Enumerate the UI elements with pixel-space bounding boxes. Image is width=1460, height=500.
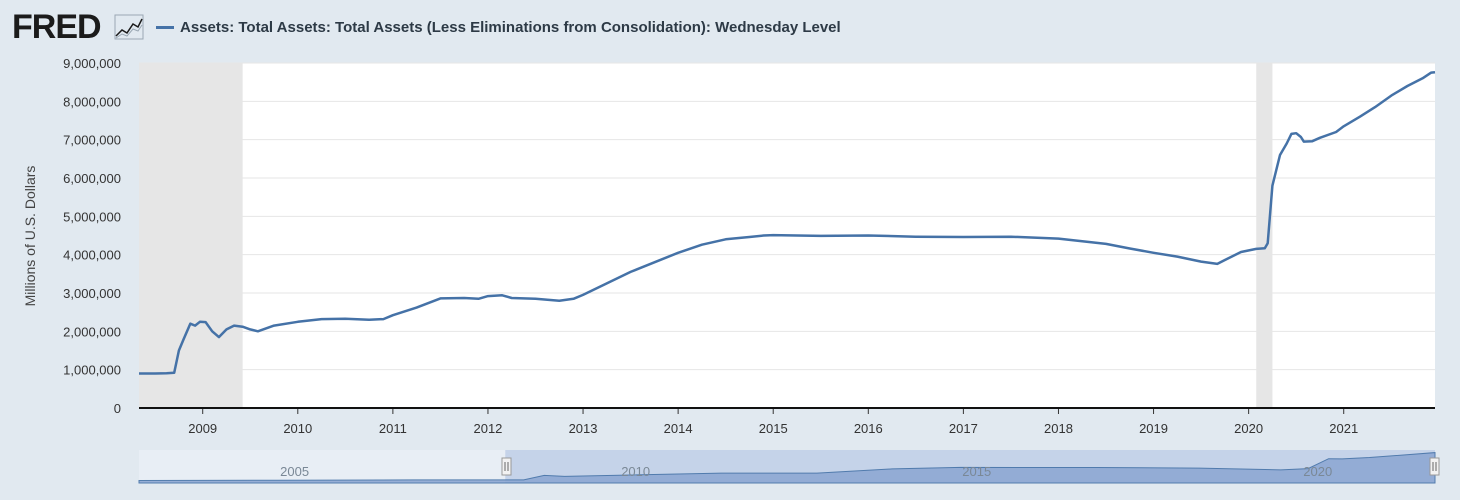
fred-logo[interactable]: FRED	[12, 8, 102, 46]
x-tick-label: 2018	[1044, 421, 1073, 436]
x-tick-label: 2017	[949, 421, 978, 436]
chart-header: FRED Assets: Total Assets: Total Assets …	[0, 0, 1460, 52]
navigator-area	[138, 452, 1436, 484]
y-tick-label: 5,000,000	[63, 209, 121, 224]
recession-bands	[139, 63, 1273, 408]
y-tick-label: 2,000,000	[63, 324, 121, 339]
navigator-year-label: 2015	[962, 464, 991, 479]
chart-legend[interactable]: Assets: Total Assets: Total Assets (Less…	[156, 16, 841, 38]
navigator-year-label: 2010	[621, 464, 650, 479]
navigator-year-label: 2005	[280, 464, 309, 479]
legend-label: Assets: Total Assets: Total Assets (Less…	[180, 18, 841, 36]
gridlines	[139, 62, 1435, 371]
navigator-background	[139, 450, 1435, 483]
line-chart-icon	[114, 14, 144, 40]
y-tick-label: 3,000,000	[63, 286, 121, 301]
x-tick-label: 2011	[379, 421, 407, 436]
x-tick-label: 2010	[283, 421, 312, 436]
main-chart: 0 1,000,000 2,000,000 3,000,000 4,000,000 5,0…	[22, 56, 1436, 436]
x-tick-label: 2009	[188, 421, 217, 436]
y-tick-label: 7,000,000	[63, 133, 121, 148]
recession-band	[139, 63, 243, 408]
navigator-right-handle[interactable]	[1429, 457, 1440, 476]
x-tick-label: 2019	[1139, 421, 1168, 436]
x-tick-label: 2012	[473, 421, 502, 436]
x-axis-ticks: 2009 2010 2011 2012 2013 2014 2015 2016 2017 2018…	[188, 408, 1358, 436]
x-tick-label: 2020	[1234, 421, 1263, 436]
navigator-left-handle[interactable]	[501, 457, 512, 476]
y-tick-label: 8,000,000	[63, 94, 121, 109]
y-tick-label: 6,000,000	[63, 171, 121, 186]
x-tick-label: 2015	[759, 421, 788, 436]
y-tick-label: 0	[114, 401, 121, 416]
y-tick-label: 4,000,000	[63, 248, 121, 263]
series-line[interactable]	[139, 70, 1436, 375]
y-axis-ticks: 0 1,000,000 2,000,000 3,000,000 4,000,000 5,0…	[63, 56, 121, 416]
legend-swatch	[156, 25, 174, 29]
recession-band	[1256, 63, 1273, 408]
x-tick-label: 2014	[664, 421, 693, 436]
navigator-labels: 2005 2010 2015 2020	[280, 464, 1332, 479]
y-tick-label: 9,000,000	[63, 56, 121, 71]
x-tick-label: 2021	[1329, 421, 1358, 436]
y-axis-title: Millions of U.S. Dollars	[22, 166, 38, 307]
x-tick-label: 2016	[854, 421, 883, 436]
y-tick-label: 1,000,000	[63, 363, 121, 378]
navigator-selection[interactable]	[505, 450, 1435, 483]
x-tick-label: 2013	[569, 421, 598, 436]
navigator-year-label: 2020	[1303, 464, 1332, 479]
